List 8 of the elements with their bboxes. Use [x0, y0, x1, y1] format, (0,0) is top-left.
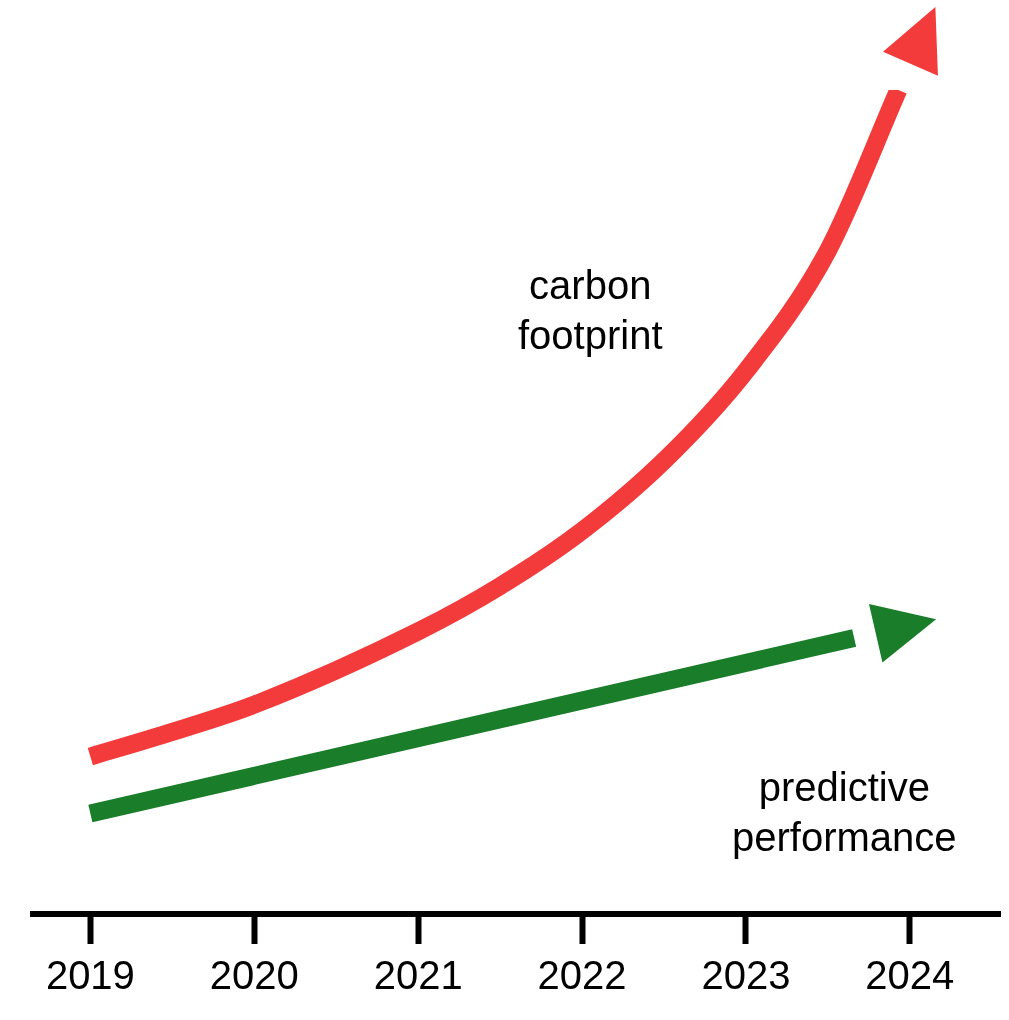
x-tick-label: 2019: [45, 953, 135, 998]
x-tick-label: 2020: [209, 953, 299, 998]
text: predictive performance: [732, 765, 957, 860]
x-tick-label: 2021: [373, 953, 463, 998]
x-tick-label: 2024: [865, 953, 955, 998]
series-label: carbon footprint: [517, 262, 663, 357]
x-tick-label: 2023: [701, 953, 791, 998]
x-tick-label: 2022: [537, 953, 627, 998]
